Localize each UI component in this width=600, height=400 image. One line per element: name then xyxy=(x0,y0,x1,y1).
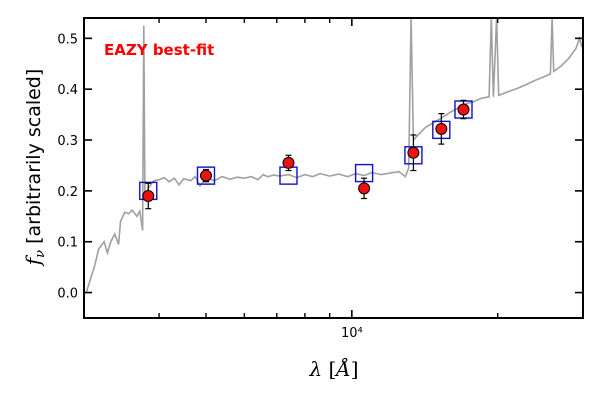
template-spectrum-line xyxy=(85,18,583,293)
observed-marker xyxy=(358,182,371,195)
y-axis-label: fν [arbitrarily scaled] xyxy=(21,69,48,268)
plot-content xyxy=(85,18,583,293)
model-photometry-box-1 xyxy=(196,166,216,185)
y-tick-label-0: 0.0 xyxy=(57,287,78,302)
chart-annotation: EAZY best-fit xyxy=(104,41,214,59)
plot-area xyxy=(85,18,583,293)
y-tick-label-2: 0.2 xyxy=(57,185,78,200)
y-tick-label-5: 0.5 xyxy=(57,32,78,47)
observed-point-3 xyxy=(358,177,371,200)
observed-point-4 xyxy=(407,134,420,172)
observed-marker xyxy=(282,156,295,169)
axes-layer: 0.0 0.1 0.2 0.3 0.4 0.5 10⁴ xyxy=(57,17,584,341)
plot-frame xyxy=(83,17,584,319)
y-tick-label-3: 0.3 xyxy=(57,134,78,149)
observed-point-1 xyxy=(199,168,212,183)
y-tick-label-4: 0.4 xyxy=(57,83,78,98)
observed-point-6 xyxy=(457,99,470,120)
observed-marker xyxy=(457,103,470,116)
y-tick-label-1: 0.1 xyxy=(57,236,78,251)
observed-marker xyxy=(199,169,212,182)
observed-marker xyxy=(407,146,420,159)
x-tick-label-0: 10⁴ xyxy=(341,326,363,341)
observed-point-2 xyxy=(282,154,295,172)
x-axis-label: λ [Å] xyxy=(308,356,358,381)
observed-marker xyxy=(435,122,448,135)
observed-point-5 xyxy=(435,112,448,145)
observed-marker xyxy=(142,189,155,202)
observed-point-0 xyxy=(142,182,155,210)
